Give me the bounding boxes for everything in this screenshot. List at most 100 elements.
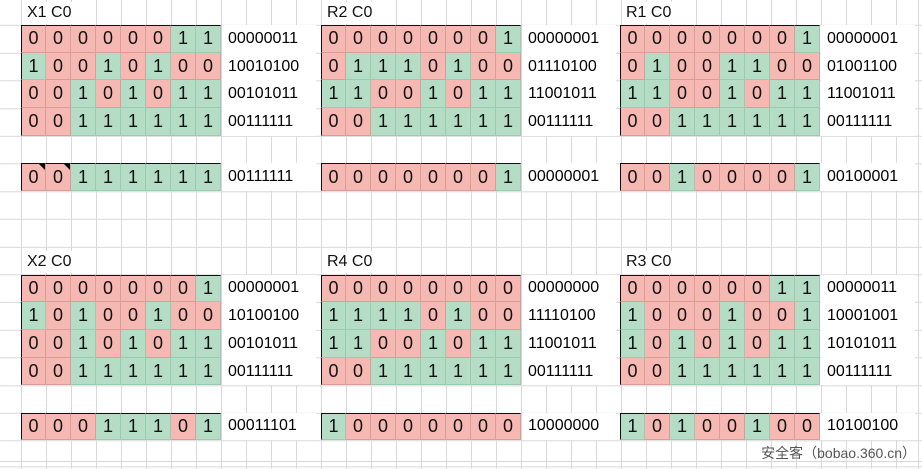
bit-cell[interactable]: 1 <box>146 357 171 386</box>
bit-cell[interactable]: 1 <box>720 357 745 386</box>
bit-cell[interactable]: 0 <box>96 274 121 303</box>
bit-cell[interactable]: 1 <box>795 357 820 386</box>
bit-cell[interactable]: 1 <box>121 80 146 109</box>
bit-cell[interactable]: 0 <box>471 52 496 81</box>
bit-cell[interactable]: 1 <box>620 80 645 109</box>
bit-cell[interactable]: 1 <box>620 412 645 441</box>
bit-cell[interactable]: 1 <box>471 80 496 109</box>
bit-cell[interactable]: 0 <box>645 163 670 192</box>
bit-cell[interactable]: 1 <box>121 357 146 386</box>
bit-cell[interactable]: 0 <box>695 412 720 441</box>
bit-cell[interactable]: 0 <box>96 80 121 109</box>
bit-cell[interactable]: 0 <box>620 108 645 136</box>
bit-cell[interactable]: 1 <box>196 357 221 386</box>
bit-cell[interactable]: 0 <box>471 163 496 192</box>
bit-cell[interactable]: 0 <box>96 302 121 330</box>
bit-cell[interactable]: 1 <box>121 108 146 136</box>
bit-cell[interactable]: 0 <box>695 163 720 192</box>
bit-cell[interactable]: 0 <box>446 274 471 303</box>
bit-cell[interactable]: 0 <box>71 412 96 441</box>
bit-cell[interactable]: 0 <box>121 274 146 303</box>
bit-cell[interactable]: 0 <box>96 25 121 53</box>
bit-cell[interactable]: 0 <box>421 302 446 330</box>
bit-cell[interactable]: 1 <box>795 302 820 330</box>
bit-cell[interactable]: 0 <box>396 412 421 441</box>
bit-cell[interactable]: 0 <box>346 25 371 53</box>
bit-cell[interactable]: 1 <box>496 357 521 386</box>
bit-cell[interactable]: 0 <box>371 274 396 303</box>
bit-cell[interactable]: 0 <box>346 163 371 192</box>
bit-cell[interactable]: 0 <box>421 25 446 53</box>
bit-cell[interactable]: 0 <box>795 412 820 441</box>
bit-cell[interactable]: 0 <box>620 52 645 81</box>
bit-cell[interactable]: 0 <box>46 80 71 109</box>
bit-cell[interactable]: 0 <box>695 302 720 330</box>
bit-cell[interactable]: 1 <box>496 163 521 192</box>
bit-cell[interactable]: 1 <box>146 52 171 81</box>
bit-cell[interactable]: 0 <box>446 412 471 441</box>
bit-cell[interactable]: 0 <box>745 302 770 330</box>
bit-cell[interactable]: 0 <box>446 25 471 53</box>
bit-cell[interactable]: 1 <box>795 80 820 109</box>
bit-cell[interactable]: 1 <box>770 329 795 358</box>
bit-cell[interactable]: 1 <box>720 329 745 358</box>
bit-cell[interactable]: 1 <box>720 52 745 81</box>
bit-cell[interactable]: 0 <box>471 25 496 53</box>
bit-cell[interactable]: 1 <box>720 80 745 109</box>
bit-cell[interactable]: 0 <box>321 52 346 81</box>
bit-cell[interactable]: 0 <box>745 163 770 192</box>
bit-cell[interactable]: 1 <box>146 412 171 441</box>
bit-cell[interactable]: 1 <box>371 52 396 81</box>
bit-cell[interactable]: 1 <box>346 329 371 358</box>
bit-cell[interactable]: 1 <box>396 302 421 330</box>
bit-cell[interactable]: 0 <box>645 302 670 330</box>
bit-cell[interactable]: 0 <box>720 274 745 303</box>
bit-cell[interactable]: 0 <box>171 302 196 330</box>
bit-cell[interactable]: 1 <box>446 52 471 81</box>
bit-cell[interactable]: 1 <box>196 274 221 303</box>
bit-cell[interactable]: 1 <box>196 329 221 358</box>
bit-cell[interactable]: 0 <box>745 274 770 303</box>
bit-cell[interactable]: 0 <box>720 163 745 192</box>
bit-cell[interactable]: 1 <box>196 163 221 192</box>
bit-cell[interactable]: 1 <box>21 302 46 330</box>
bit-cell[interactable]: 1 <box>496 25 521 53</box>
bit-cell[interactable]: 0 <box>121 52 146 81</box>
bit-cell[interactable]: 0 <box>21 163 46 192</box>
bit-cell[interactable]: 1 <box>121 329 146 358</box>
bit-cell[interactable]: 0 <box>720 412 745 441</box>
bit-cell[interactable]: 1 <box>171 80 196 109</box>
bit-cell[interactable]: 0 <box>695 274 720 303</box>
bit-cell[interactable]: 1 <box>371 357 396 386</box>
bit-cell[interactable]: 0 <box>371 163 396 192</box>
bit-cell[interactable]: 0 <box>670 274 695 303</box>
bit-cell[interactable]: 0 <box>46 412 71 441</box>
bit-cell[interactable]: 1 <box>446 357 471 386</box>
bit-cell[interactable]: 1 <box>96 357 121 386</box>
bit-cell[interactable]: 0 <box>421 412 446 441</box>
bit-cell[interactable]: 1 <box>795 108 820 136</box>
bit-cell[interactable]: 0 <box>46 25 71 53</box>
bit-cell[interactable]: 0 <box>620 274 645 303</box>
bit-cell[interactable]: 0 <box>745 25 770 53</box>
bit-cell[interactable]: 1 <box>171 163 196 192</box>
bit-cell[interactable]: 1 <box>795 163 820 192</box>
bit-cell[interactable]: 0 <box>471 302 496 330</box>
bit-cell[interactable]: 0 <box>46 52 71 81</box>
bit-cell[interactable]: 0 <box>421 163 446 192</box>
bit-cell[interactable]: 1 <box>695 357 720 386</box>
bit-cell[interactable]: 0 <box>171 412 196 441</box>
bit-cell[interactable]: 0 <box>371 329 396 358</box>
bit-cell[interactable]: 0 <box>71 274 96 303</box>
bit-cell[interactable]: 1 <box>446 108 471 136</box>
bit-cell[interactable]: 0 <box>46 357 71 386</box>
bit-cell[interactable]: 1 <box>171 357 196 386</box>
bit-cell[interactable]: 1 <box>446 302 471 330</box>
bit-cell[interactable]: 0 <box>770 302 795 330</box>
bit-cell[interactable]: 1 <box>695 108 720 136</box>
bit-cell[interactable]: 0 <box>21 412 46 441</box>
bit-cell[interactable]: 0 <box>695 25 720 53</box>
bit-cell[interactable]: 1 <box>321 80 346 109</box>
bit-cell[interactable]: 1 <box>670 108 695 136</box>
bit-cell[interactable]: 0 <box>620 357 645 386</box>
